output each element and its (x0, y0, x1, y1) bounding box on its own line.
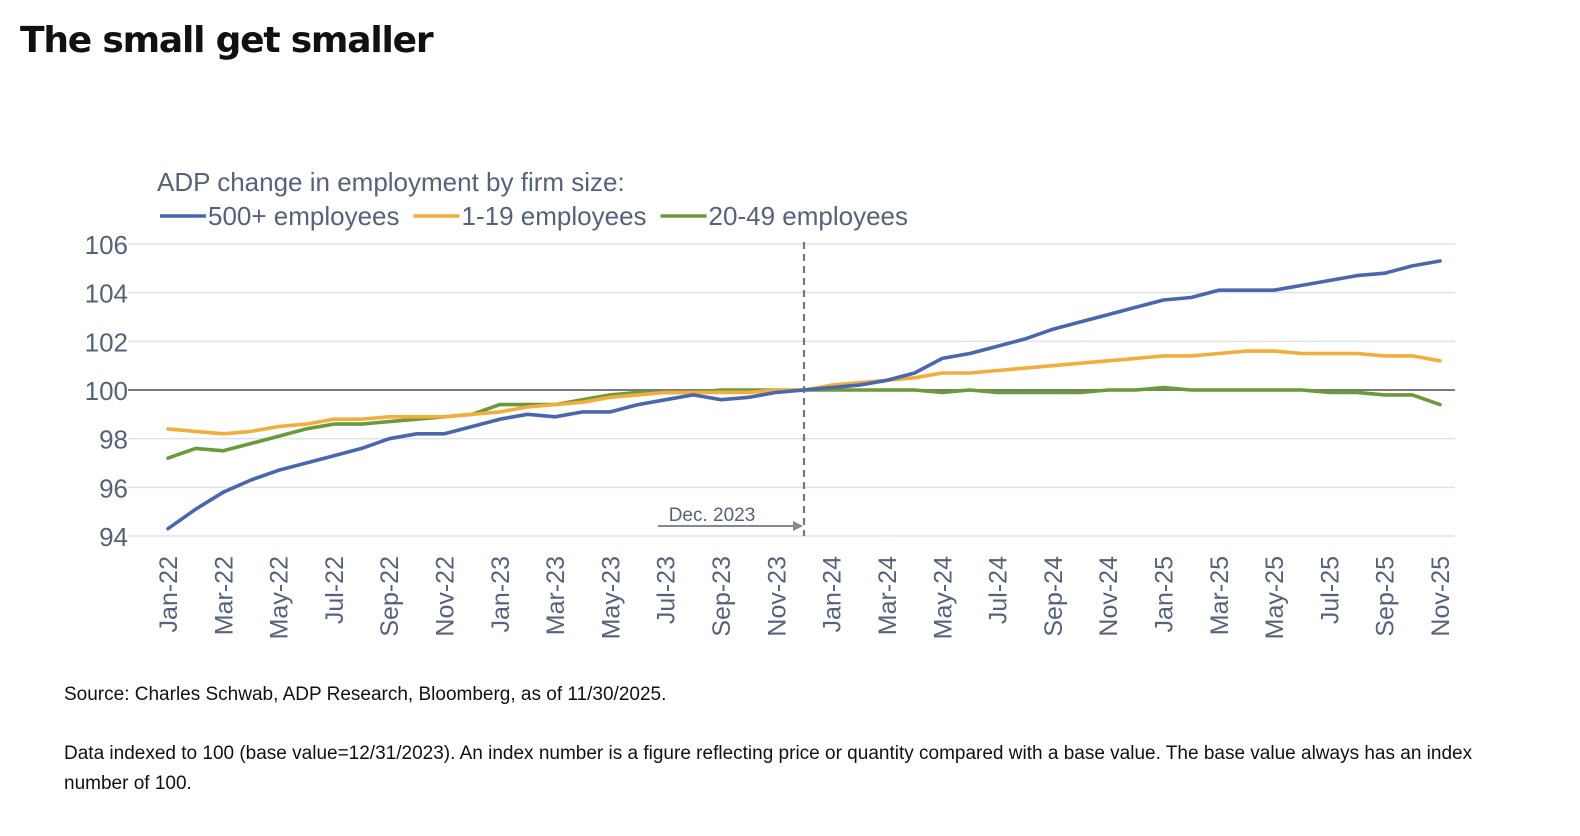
x-tick-label: Mar-25 (1206, 556, 1234, 635)
x-tick-label: Jul-23 (653, 556, 681, 624)
x-tick-label: Nov-23 (763, 556, 791, 637)
annotation-label: Dec. 2023 (669, 505, 756, 526)
x-tick-label: Jan-24 (819, 556, 847, 633)
arrow-head-icon (793, 521, 803, 531)
series-lines (166, 259, 1442, 531)
legend-label: 500+ employees (208, 201, 400, 231)
x-tick-label: May-24 (929, 556, 957, 639)
x-tick-label: Sep-23 (708, 556, 736, 637)
x-tick-label: Sep-22 (376, 556, 404, 637)
y-tick-label: 94 (99, 522, 128, 552)
x-tick-label: Sep-24 (1040, 556, 1068, 637)
x-tick-label: Nov-24 (1095, 556, 1123, 637)
page-title: The small get smaller (20, 20, 434, 61)
x-tick-label: Nov-25 (1427, 556, 1455, 637)
y-tick-label: 98 (99, 425, 128, 455)
x-tick-label: Jul-22 (321, 556, 349, 624)
y-tick-label: 106 (85, 230, 128, 260)
legend-label: 20-49 employees (709, 201, 908, 231)
x-tick-label: May-22 (266, 556, 294, 639)
index-note: Data indexed to 100 (base value=12/31/20… (64, 743, 1473, 794)
x-tick-label: Jul-25 (1316, 556, 1344, 624)
y-tick-label: 100 (85, 376, 128, 406)
line-chart: ADP change in employment by firm size: 5… (85, 167, 1455, 639)
chart-title: ADP change in employment by firm size: (157, 167, 625, 197)
y-axis-ticks: 94 96 98 100 102 104 106 (85, 230, 128, 552)
y-tick-label: 102 (85, 327, 128, 357)
y-tick-label: 104 (85, 279, 128, 309)
x-axis-ticks: Jan-22 Mar-22 May-22 Jul-22 Sep-22 Nov-22 Jan-… (155, 556, 1455, 639)
chart-legend: 500+ employees 1-19 employees 20-49 employ… (160, 201, 908, 231)
x-tick-label: Jan-25 (1150, 556, 1178, 632)
x-tick-label: Jul-24 (985, 556, 1013, 624)
x-tick-label: Nov-22 (432, 556, 460, 637)
y-tick-label: 96 (99, 473, 128, 503)
x-tick-label: Jan-23 (487, 556, 515, 632)
x-tick-label: May-23 (597, 556, 625, 639)
legend-label: 1-19 employees (462, 201, 647, 231)
x-tick-label: Sep-25 (1372, 556, 1400, 637)
source-note: Source: Charles Schwab, ADP Research, Bl… (64, 684, 667, 705)
x-tick-label: Jan-22 (155, 556, 183, 632)
x-tick-label: May-25 (1261, 556, 1289, 639)
x-tick-label: Mar-23 (542, 556, 570, 635)
x-tick-label: Mar-22 (210, 556, 238, 635)
x-tick-label: Mar-24 (874, 556, 902, 635)
series-line-500-employees (166, 259, 1442, 531)
